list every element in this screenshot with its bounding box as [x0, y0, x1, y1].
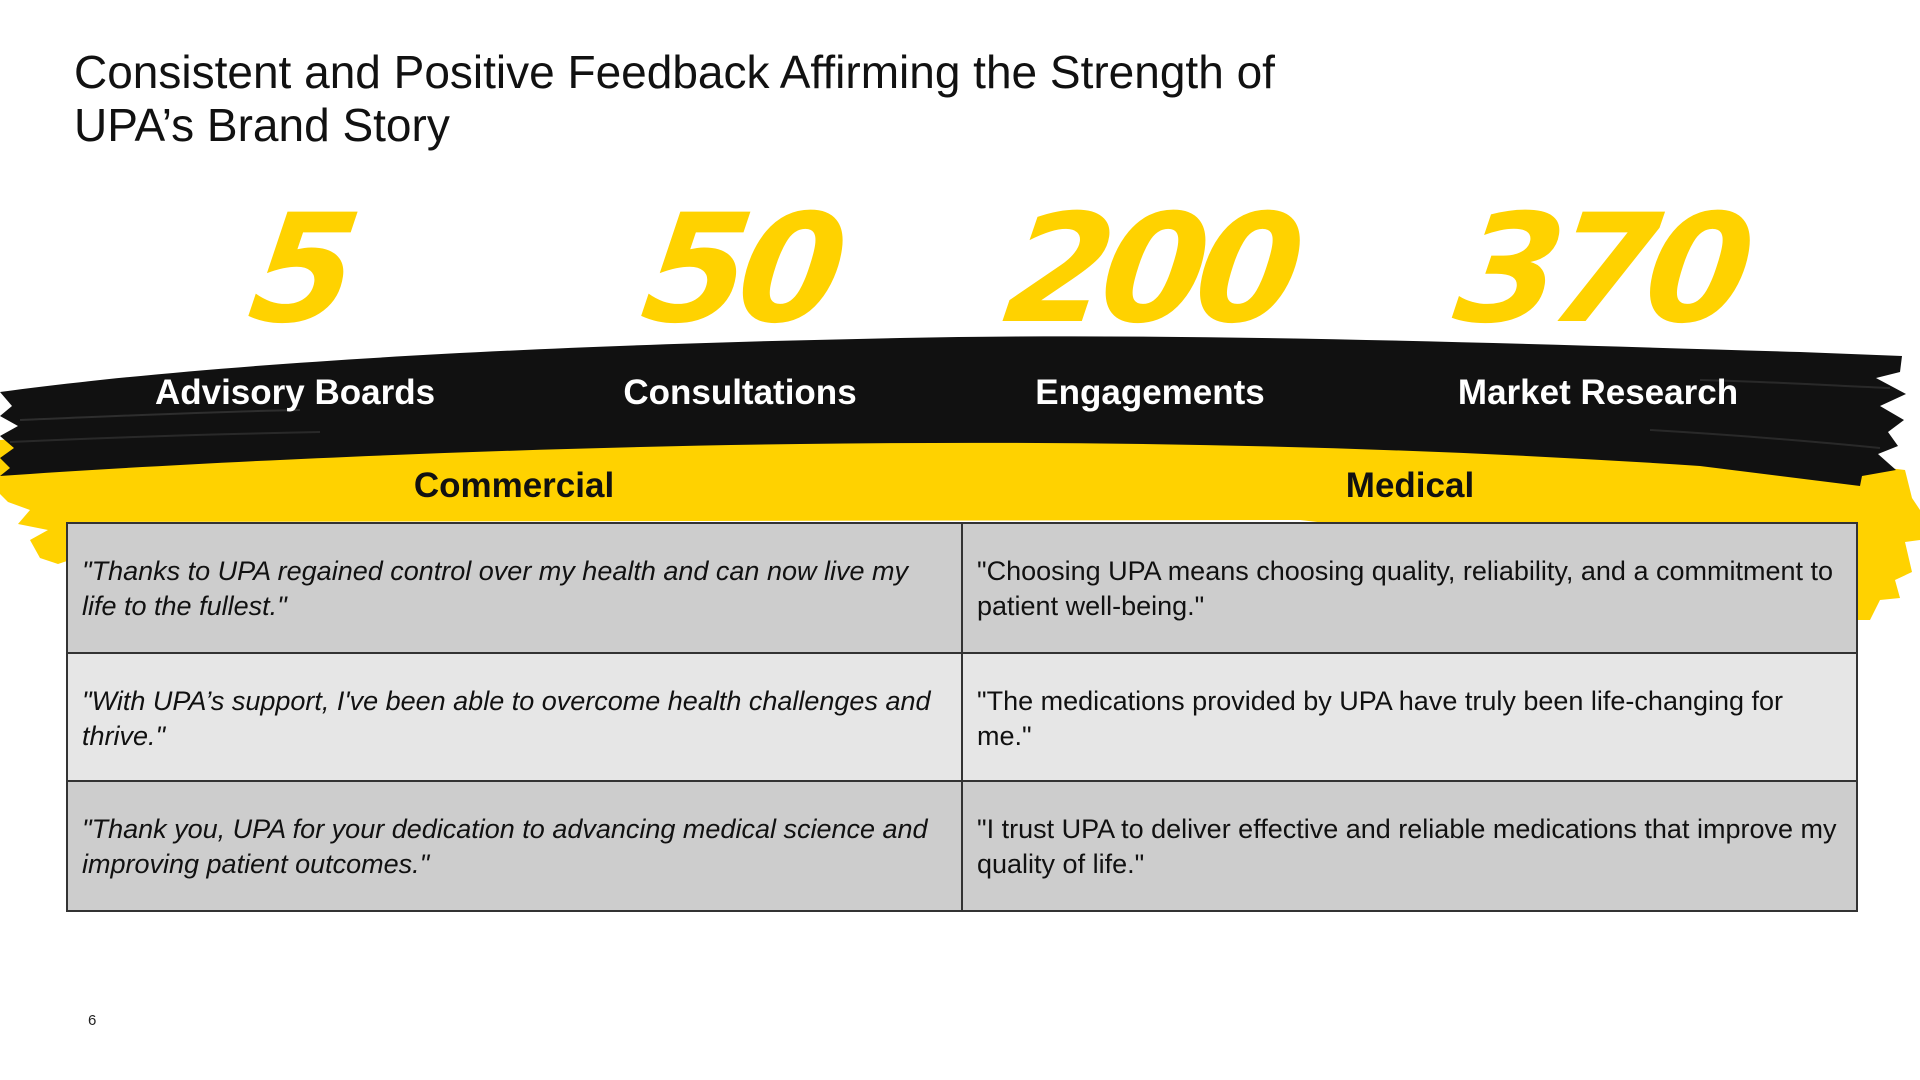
slide-title: Consistent and Positive Feedback Affirmi…	[74, 46, 1474, 152]
slide-title-line-2: UPA’s Brand Story	[74, 99, 450, 151]
stat-label-market-research: Market Research	[1457, 373, 1739, 412]
stat-label-engagements: Engagements	[1035, 373, 1265, 412]
page-number: 6	[88, 1012, 97, 1029]
brush-streak	[19, 409, 301, 421]
yellow-brush-stroke	[0, 419, 1920, 620]
commercial-quote-cell: "Thanks to UPA regained control over my …	[66, 522, 963, 654]
medical-quote-cell: "I trust UPA to deliver effective and re…	[961, 780, 1858, 912]
brush-stroke-graphic	[0, 336, 1920, 620]
commercial-quote-cell: "Thank you, UPA for your dedication to a…	[66, 780, 963, 912]
stat-label-advisory-boards: Advisory Boards	[154, 373, 436, 412]
brush-streak	[1699, 379, 1891, 389]
stat-number-consultations: 50	[633, 183, 847, 357]
table-row: "Thanks to UPA regained control over my …	[66, 522, 1858, 654]
column-header-medical: Medical	[1345, 466, 1475, 505]
table-row: "With UPA’s support, I've been able to o…	[66, 652, 1858, 782]
medical-quote-cell: "The medications provided by UPA have tr…	[961, 652, 1858, 782]
black-brush-stroke	[0, 336, 1906, 486]
slide-title-line-1: Consistent and Positive Feedback Affirmi…	[74, 46, 1275, 98]
column-header-commercial: Commercial	[413, 466, 615, 505]
medical-quote-cell: "Choosing UPA means choosing quality, re…	[961, 522, 1858, 654]
quotes-table: "Thanks to UPA regained control over my …	[66, 522, 1858, 912]
stat-number-engagements: 200	[996, 183, 1304, 357]
commercial-quote-cell: "With UPA’s support, I've been able to o…	[66, 652, 963, 782]
brush-streak	[1649, 429, 1881, 449]
stat-number-market-research: 370	[1446, 183, 1754, 357]
stat-number-advisory-boards: 5	[240, 183, 360, 357]
brush-streak	[9, 431, 321, 443]
stat-label-consultations: Consultations	[623, 373, 857, 412]
table-row: "Thank you, UPA for your dedication to a…	[66, 780, 1858, 912]
